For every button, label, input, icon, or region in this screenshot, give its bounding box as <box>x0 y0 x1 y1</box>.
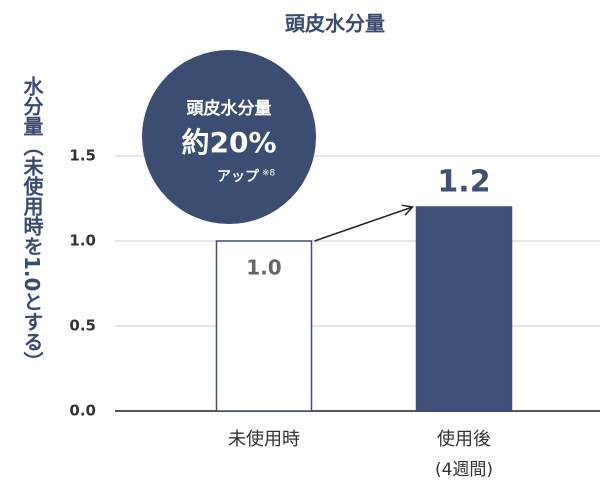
y-tick-label: 1.5 <box>69 147 96 165</box>
y-axis-label: 水分量（未使用時を1.0とする） <box>20 76 44 372</box>
badge <box>142 50 316 224</box>
y-tick-label: 0.0 <box>69 402 96 420</box>
chart-title: 頭皮水分量 <box>285 12 385 36</box>
x-tick-label: 未使用時 <box>228 429 300 450</box>
x-tick-note: (4週間) <box>435 460 493 480</box>
arrow-head <box>401 204 414 216</box>
value-label: 1.2 <box>437 165 490 200</box>
badge-line3: アップ <box>217 169 260 185</box>
y-tick-label: 0.5 <box>69 317 96 335</box>
bar <box>415 206 513 412</box>
value-label: 1.0 <box>246 256 281 280</box>
badge-line2: 約20% <box>181 126 276 159</box>
y-tick-label: 1.0 <box>69 232 96 250</box>
badge-line1: 頭皮水分量 <box>187 98 272 119</box>
bar <box>215 240 313 412</box>
badge-note: ※8 <box>262 169 276 179</box>
x-tick-label: 使用後 <box>437 429 491 450</box>
arrow-line <box>314 206 413 242</box>
